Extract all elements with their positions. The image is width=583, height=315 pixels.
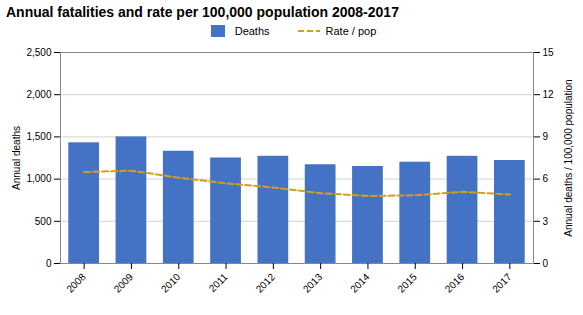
- svg-text:2015: 2015: [395, 271, 419, 295]
- html-text:Rate / pop: Rate / pop: [325, 25, 377, 37]
- svg-text:0: 0: [543, 258, 549, 269]
- svg-text:6: 6: [543, 173, 549, 184]
- svg-text:2011: 2011: [207, 271, 230, 294]
- svg-text:2013: 2013: [301, 271, 325, 295]
- svg-text:9: 9: [543, 131, 549, 142]
- svg-text:0: 0: [46, 258, 52, 269]
- svg-text:2008: 2008: [64, 271, 88, 295]
- svg-text:Annual deaths: Annual deaths: [11, 126, 22, 190]
- svg-text:1,500: 1,500: [26, 131, 51, 142]
- svg-text:15: 15: [543, 47, 555, 58]
- svg-text:2017: 2017: [490, 271, 514, 295]
- svg-text:1,000: 1,000: [26, 173, 51, 184]
- html-text:Annual fatalities and rate per: Annual fatalities and rate per 100,000 p…: [6, 4, 399, 20]
- svg-text:12: 12: [543, 89, 555, 100]
- svg-text:2010: 2010: [159, 271, 183, 295]
- svg-text:Annual deaths / 100,000 popula: Annual deaths / 100,000 population: [563, 79, 574, 236]
- svg-text:500: 500: [35, 216, 52, 227]
- svg-text:2,500: 2,500: [26, 47, 51, 58]
- svg-text:2009: 2009: [112, 271, 136, 295]
- svg-text:2016: 2016: [443, 271, 467, 295]
- svg-text:3: 3: [543, 216, 549, 227]
- html-text:Deaths: Deaths: [234, 25, 270, 37]
- svg-text:2,000: 2,000: [26, 89, 51, 100]
- svg-text:2014: 2014: [348, 271, 372, 295]
- svg-text:2012: 2012: [254, 271, 278, 295]
